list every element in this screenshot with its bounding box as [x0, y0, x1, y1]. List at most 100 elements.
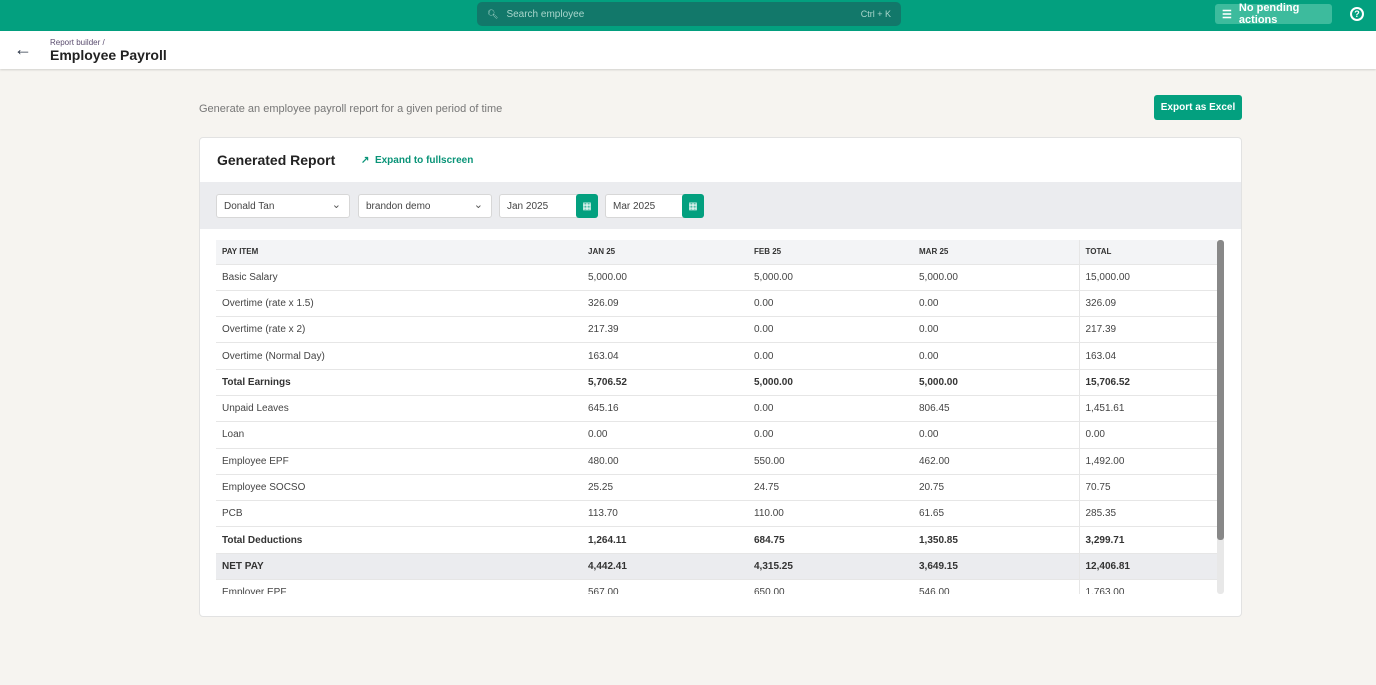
employee-select[interactable]: Donald Tan ⌄: [216, 194, 350, 218]
amount-cell: 3,299.71: [1078, 526, 1217, 554]
table-row: Basic Salary 5,000.00 5,000.00 5,000.00 15,0…: [216, 263, 1217, 291]
table-row: Overtime (rate x 1.5) 326.09 0.00 0.00 326.0…: [216, 289, 1217, 317]
amount-cell: 285.35: [1078, 500, 1217, 527]
amount-cell: 0.00: [748, 421, 913, 449]
top-bar: 🔍︎ Search employee Ctrl + K ☰ No pending…: [0, 0, 1376, 31]
search-icon: 🔍︎: [487, 8, 499, 19]
amount-cell: 0.00: [1078, 421, 1217, 449]
chevron-down-icon: ⌄: [473, 199, 483, 211]
amount-cell: 0.00: [748, 394, 913, 422]
external-link-icon: ↗: [361, 155, 370, 166]
table-row: Unpaid Leaves 645.16 0.00 806.45 1,451.61: [216, 394, 1217, 422]
pay-item-cell: NET PAY: [216, 552, 582, 580]
table-row: Total Earnings 5,706.52 5,000.00 5,000.00 15…: [216, 368, 1217, 396]
amount-cell: 0.00: [748, 316, 913, 343]
amount-cell: 24.75: [748, 473, 913, 501]
amount-cell: 25.25: [582, 473, 748, 501]
report-card: Generated Report ↗ Expand to fullscreen …: [199, 137, 1242, 617]
amount-cell: 5,000.00: [582, 263, 748, 291]
table-row: PCB 113.70 110.00 61.65 285.35: [216, 500, 1217, 527]
calendar-icon[interactable]: ▦: [576, 194, 598, 218]
scrollbar-thumb[interactable]: [1217, 240, 1224, 540]
pay-item-cell: Total Earnings: [216, 368, 582, 396]
amount-cell: 650.00: [748, 579, 913, 594]
pay-item-cell: Employer EPF: [216, 579, 582, 594]
from-date-input[interactable]: Jan 2025 ▦: [499, 194, 598, 218]
amount-cell: 1,492.00: [1078, 447, 1217, 475]
to-date-input[interactable]: Mar 2025 ▦: [605, 194, 704, 218]
amount-cell: 15,706.52: [1078, 368, 1217, 396]
pay-item-cell: Unpaid Leaves: [216, 394, 582, 422]
to-date-value: Mar 2025: [613, 200, 656, 212]
amount-cell: 480.00: [582, 447, 748, 475]
page-title: Employee Payroll: [50, 47, 167, 63]
export-excel-button[interactable]: Export as Excel: [1154, 95, 1242, 120]
pay-item-cell: Overtime (rate x 2): [216, 316, 582, 343]
amount-cell: 0.00: [748, 342, 913, 370]
pay-item-cell: Overtime (rate x 1.5): [216, 289, 582, 317]
column-header: PAY ITEM: [216, 240, 582, 264]
pending-actions-button[interactable]: ☰ No pending actions: [1215, 2, 1332, 26]
amount-cell: 4,315.25: [748, 552, 913, 580]
amount-cell: 326.09: [582, 289, 748, 317]
pay-item-cell: PCB: [216, 500, 582, 527]
amount-cell: 0.00: [913, 421, 1079, 449]
employee-value: Donald Tan: [224, 200, 275, 212]
page-description: Generate an employee payroll report for …: [199, 103, 503, 115]
amount-cell: 645.16: [582, 394, 748, 422]
amount-cell: 5,000.00: [748, 368, 913, 396]
checklist-icon: ☰: [1222, 8, 1232, 21]
company-value: brandon demo: [366, 200, 431, 212]
page-header: ← Report builder / Employee Payroll: [0, 31, 1376, 69]
back-arrow-icon[interactable]: ←: [14, 39, 32, 59]
amount-cell: 5,706.52: [582, 368, 748, 396]
pay-item-cell: Basic Salary: [216, 263, 582, 291]
amount-cell: 1,763.00: [1078, 579, 1217, 594]
table-row: Loan 0.00 0.00 0.00 0.00: [216, 421, 1217, 449]
table-row: Employee EPF 480.00 550.00 462.00 1,492.00: [216, 447, 1217, 475]
table-row: Employer EPF 567.00 650.00 546.00 1,763.00: [216, 579, 1217, 594]
pay-item-cell: Employee SOCSO: [216, 473, 582, 501]
amount-cell: 326.09: [1078, 289, 1217, 317]
report-title: Generated Report: [217, 152, 336, 168]
expand-fullscreen-link[interactable]: ↗ Expand to fullscreen: [361, 155, 474, 166]
amount-cell: 5,000.00: [748, 263, 913, 291]
search-input[interactable]: 🔍︎ Search employee Ctrl + K: [477, 2, 901, 26]
table-row: Total Deductions 1,264.11 684.75 1,350.85 3,…: [216, 526, 1217, 554]
table-row: Employee SOCSO 25.25 24.75 20.75 70.75: [216, 473, 1217, 501]
table-row: Overtime (rate x 2) 217.39 0.00 0.00 217.39: [216, 316, 1217, 343]
amount-cell: 61.65: [913, 500, 1079, 527]
help-icon[interactable]: ?: [1350, 7, 1364, 21]
company-select[interactable]: brandon demo ⌄: [358, 194, 492, 218]
amount-cell: 15,000.00: [1078, 263, 1217, 291]
table-row: NET PAY 4,442.41 4,315.25 3,649.15 12,406.81: [216, 552, 1217, 580]
amount-cell: 567.00: [582, 579, 748, 594]
amount-cell: 684.75: [748, 526, 913, 554]
amount-cell: 217.39: [582, 316, 748, 343]
table-scrollbar[interactable]: [1217, 240, 1224, 594]
calendar-icon[interactable]: ▦: [682, 194, 704, 218]
column-header: TOTAL: [1078, 240, 1217, 264]
amount-cell: 0.00: [913, 342, 1079, 370]
search-placeholder: Search employee: [506, 8, 585, 20]
pay-item-cell: Total Deductions: [216, 526, 582, 554]
amount-cell: 12,406.81: [1078, 552, 1217, 580]
payroll-table: PAY ITEM JAN 25 FEB 25 MAR 25 TOTAL Basic Sa…: [216, 240, 1217, 594]
amount-cell: 1,264.11: [582, 526, 748, 554]
pay-item-cell: Overtime (Normal Day): [216, 342, 582, 370]
from-date-value: Jan 2025: [507, 200, 549, 212]
pending-actions-label: No pending actions: [1238, 2, 1300, 26]
amount-cell: 550.00: [748, 447, 913, 475]
column-header: FEB 25: [748, 240, 913, 264]
pay-item-cell: Employee EPF: [216, 447, 582, 475]
filters-bar: Donald Tan ⌄ brandon demo ⌄ Jan 2025 ▦ Mar …: [200, 182, 1241, 229]
breadcrumb[interactable]: Report builder /: [50, 38, 105, 47]
amount-cell: 5,000.00: [913, 263, 1079, 291]
amount-cell: 4,442.41: [582, 552, 748, 580]
amount-cell: 163.04: [1078, 342, 1217, 370]
amount-cell: 546.00: [913, 579, 1079, 594]
payroll-table-container: PAY ITEM JAN 25 FEB 25 MAR 25 TOTAL Basic Sa…: [216, 240, 1218, 594]
amount-cell: 163.04: [582, 342, 748, 370]
amount-cell: 70.75: [1078, 473, 1217, 501]
amount-cell: 5,000.00: [913, 368, 1079, 396]
